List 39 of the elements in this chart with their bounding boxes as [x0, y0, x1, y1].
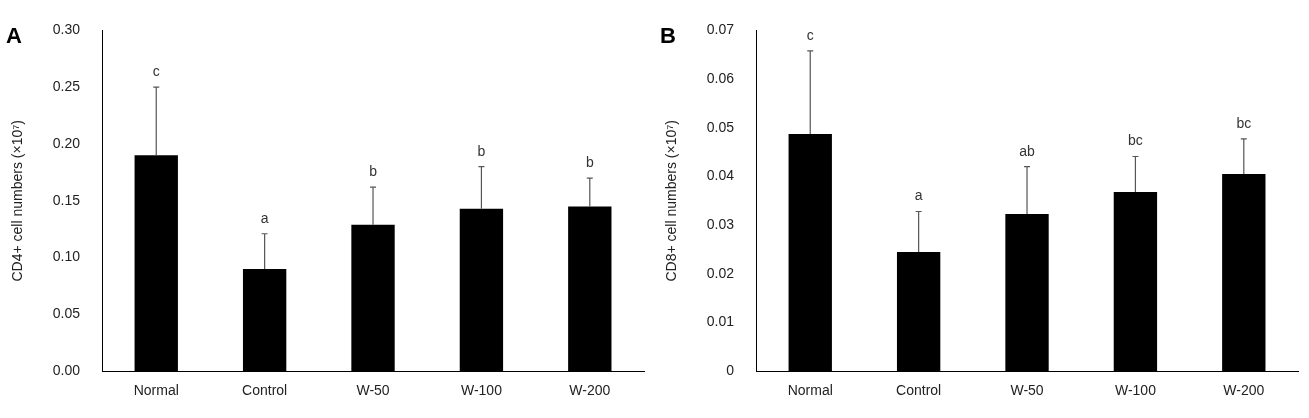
- annotation: bc: [1128, 132, 1143, 149]
- x-tick-label: W-200: [569, 382, 611, 399]
- y-tick-label: 0.30: [52, 21, 81, 38]
- annotation: ab: [1019, 142, 1036, 159]
- y-axis-title: CD8+ cell numbers (×10⁷): [663, 120, 680, 282]
- y-tick-label: 0.25: [52, 78, 81, 95]
- annotation: a: [260, 209, 269, 226]
- x-tick-label: W-200: [1223, 382, 1265, 399]
- y-tick-label: 0.05: [52, 305, 81, 322]
- y-tick-label: 0.00: [52, 362, 81, 379]
- y-tick-label: 0.01: [706, 313, 735, 330]
- y-tick-label: 0.07: [706, 21, 735, 38]
- y-tick-label: 0.20: [52, 134, 81, 151]
- annotation: b: [585, 153, 594, 170]
- chart-title: B: [660, 23, 676, 49]
- y-tick-label: 0.05: [706, 118, 735, 135]
- y-tick-label: 0.03: [706, 216, 735, 232]
- y-tick-label: 0.04: [706, 167, 735, 184]
- x-tick-label: W-100: [460, 382, 503, 399]
- y-tick-label: 0.10: [52, 248, 81, 265]
- annotation: b: [477, 142, 486, 159]
- x-tick-label: Control: [242, 382, 288, 399]
- annotation: bc: [1236, 114, 1252, 131]
- y-tick-label: 0.02: [706, 264, 735, 281]
- x-tick-label: W-50: [1010, 382, 1044, 399]
- x-tick-label: W-50: [356, 382, 390, 399]
- x-tick-label: Control: [896, 382, 942, 399]
- x-tick-label: W-100: [1114, 382, 1157, 399]
- annotation: a: [914, 187, 923, 204]
- annotation: c: [806, 26, 814, 43]
- annotation: b: [369, 163, 378, 180]
- y-axis-title: CD4+ cell numbers (×10⁷): [9, 120, 26, 282]
- x-tick-label: Normal: [787, 382, 833, 399]
- y-tick-label: 0.15: [52, 191, 81, 208]
- x-tick-label: Normal: [133, 382, 179, 399]
- y-tick-label: 0.06: [706, 69, 735, 86]
- chart-title: A: [6, 23, 22, 49]
- y-tick-label: 0: [726, 362, 735, 379]
- annotation: c: [152, 63, 160, 80]
